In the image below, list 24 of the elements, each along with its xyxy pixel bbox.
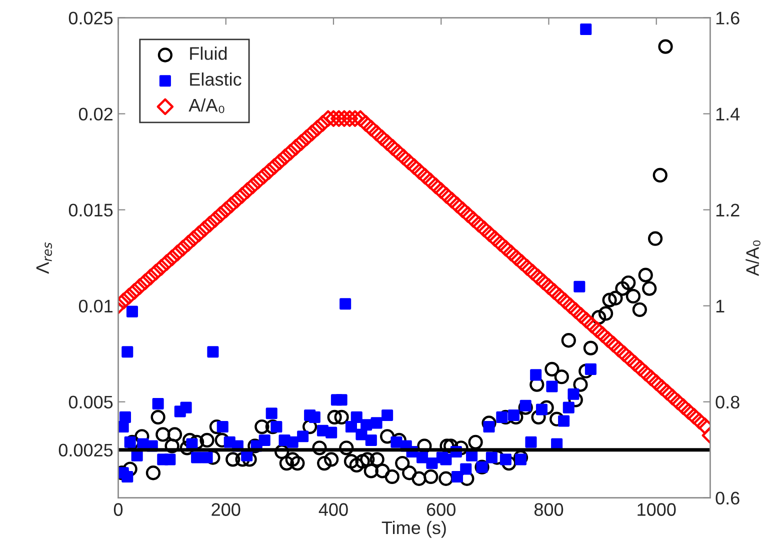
y2-axis-title: A/A₀ [746,240,760,276]
legend-label: Elastic [190,72,242,86]
legend-label: Fluid [190,46,227,60]
y2-tick-label: 1.4 [716,108,740,120]
y2-tick-label: 1 [716,300,724,312]
y-tick-label: 0.005 [68,396,113,409]
x-tick-label: 600 [426,503,456,516]
y-axis-title: Λ$_{res}$ [36,242,52,274]
y2-tick-label: 0.8 [716,396,740,409]
x-tick-label: 1000 [638,503,676,516]
x-tick-label: 400 [318,503,348,516]
y-tick-label: 0.025 [68,12,113,24]
x-tick-label: 800 [534,503,564,516]
x-tick-label: 200 [212,503,240,516]
y-tick-label: 0.015 [68,204,113,217]
y2-tick-label: 0.6 [716,492,740,505]
x-axis-title: Time (s) [382,520,446,538]
legend-label: A/A₀ [188,98,224,114]
y-tick-label: 0.0025 [58,444,113,457]
y-tick-label: 0.02 [78,108,112,120]
y2-tick-label: 1.2 [716,204,740,216]
y-tick-label: 0.01 [78,300,112,313]
y2-tick-label: 1.6 [716,12,740,24]
x-tick-label: 0 [114,503,123,516]
